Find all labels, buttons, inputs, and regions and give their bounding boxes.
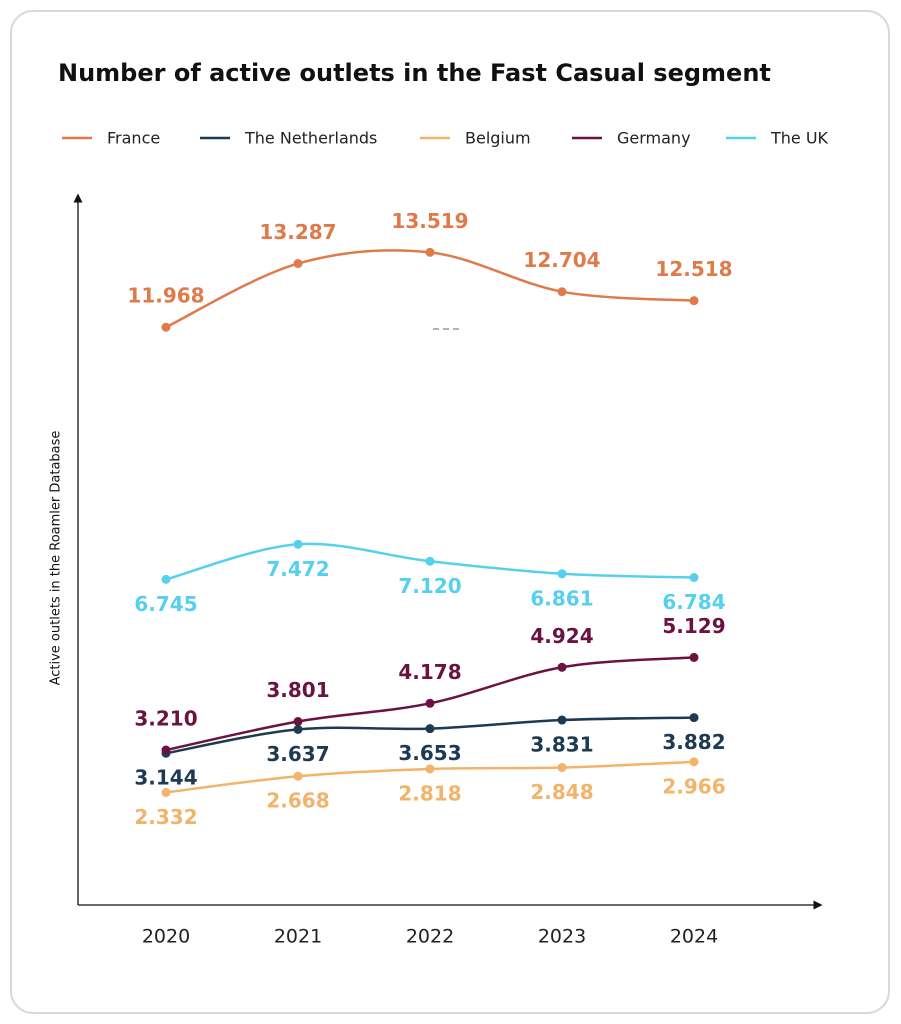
value-label: 2.332 — [134, 805, 197, 829]
value-label: 2.668 — [266, 789, 329, 813]
value-label: 4.178 — [398, 660, 461, 684]
y-axis-label: Active outlets in the Roamler Database — [49, 431, 64, 686]
data-point — [425, 247, 435, 257]
data-point — [557, 715, 567, 725]
value-label: 4.924 — [530, 624, 593, 648]
value-label: 3.801 — [266, 678, 329, 702]
data-point — [689, 572, 699, 582]
data-point — [689, 757, 699, 767]
legend-label: The Netherlands — [244, 129, 377, 148]
value-label: 13.519 — [391, 209, 468, 233]
legend-label: Germany — [617, 129, 691, 148]
x-tick-label: 2021 — [274, 926, 322, 948]
value-label: 2.818 — [398, 781, 461, 805]
value-label: 3.210 — [134, 707, 197, 731]
plot: 2020 2021 2022 2023 2024 11.968 13.287 13.519 12… — [127, 209, 732, 948]
x-tick-label: 2022 — [406, 926, 454, 948]
data-point — [161, 574, 171, 584]
value-label: 5.129 — [662, 614, 725, 638]
data-point — [161, 787, 171, 797]
card — [10, 10, 890, 1014]
value-label: 11.968 — [127, 284, 204, 308]
data-point — [557, 662, 567, 672]
value-label: 3.831 — [530, 733, 593, 757]
value-label: 3.882 — [662, 730, 725, 754]
value-label: 7.120 — [398, 574, 461, 598]
data-point — [425, 556, 435, 566]
value-label: 13.287 — [259, 220, 336, 244]
legend-label: Belgium — [465, 129, 531, 148]
value-label: 3.637 — [266, 742, 329, 766]
data-point — [161, 745, 171, 755]
data-point — [689, 713, 699, 723]
data-point — [293, 259, 303, 269]
x-tick-label: 2023 — [538, 926, 586, 948]
data-point — [689, 296, 699, 306]
value-label: 12.518 — [655, 257, 732, 281]
data-point — [293, 771, 303, 781]
legend: France The Netherlands Belgium Germany The U… — [62, 129, 829, 148]
value-label: 6.861 — [530, 586, 593, 610]
data-point — [293, 717, 303, 727]
x-tick-label: 2020 — [142, 926, 190, 948]
value-label: 2.848 — [530, 780, 593, 804]
legend-label: The UK — [770, 129, 829, 148]
legend-label: France — [107, 129, 160, 148]
chart-title: Number of active outlets in the Fast Cas… — [58, 59, 771, 87]
data-point — [689, 652, 699, 662]
value-label: 6.745 — [134, 592, 197, 616]
value-label: 12.704 — [523, 248, 600, 272]
data-point — [293, 539, 303, 549]
data-point — [425, 764, 435, 774]
data-point — [557, 569, 567, 579]
value-label: 7.472 — [266, 557, 329, 581]
value-label: 3.653 — [398, 741, 461, 765]
value-label: 2.966 — [662, 774, 725, 798]
data-point — [425, 698, 435, 708]
data-point — [161, 322, 171, 332]
data-point — [557, 763, 567, 773]
value-label: 3.144 — [134, 766, 197, 790]
data-point — [425, 724, 435, 734]
value-label: 6.784 — [662, 590, 725, 614]
data-point — [293, 724, 303, 734]
x-tick-label: 2024 — [670, 926, 718, 948]
data-point — [557, 287, 567, 297]
